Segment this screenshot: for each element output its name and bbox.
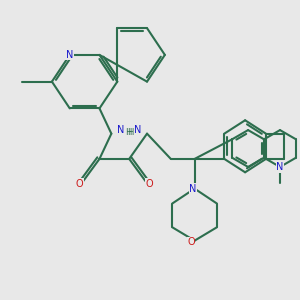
Text: N: N [66, 50, 74, 60]
Text: N: N [134, 125, 142, 135]
Text: N: N [276, 162, 284, 172]
Text: H: H [127, 128, 133, 137]
Text: H: H [125, 128, 132, 137]
Text: N: N [117, 125, 124, 135]
Text: O: O [76, 178, 83, 189]
Text: N: N [189, 184, 197, 194]
Text: O: O [145, 178, 153, 189]
Text: O: O [187, 237, 195, 247]
